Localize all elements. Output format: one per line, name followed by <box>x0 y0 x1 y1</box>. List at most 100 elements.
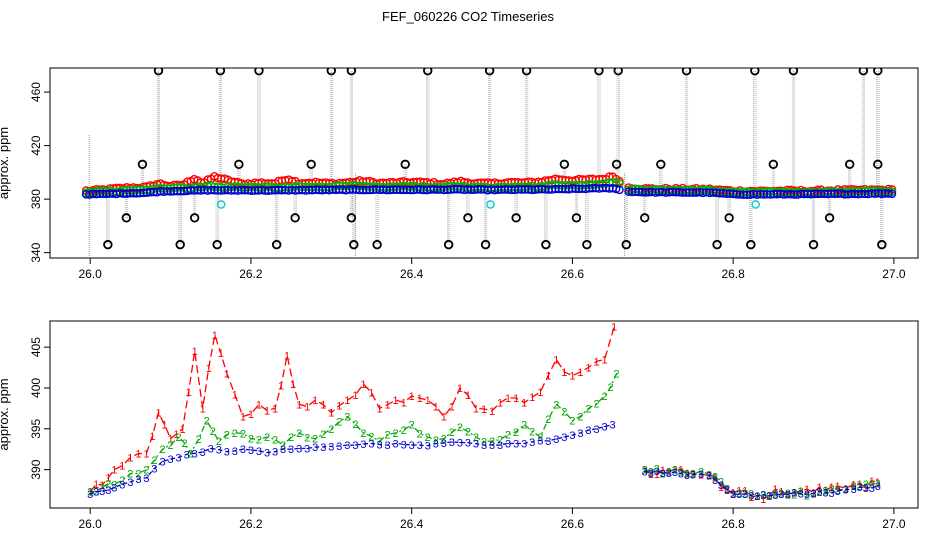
series-1-marker: 1 <box>706 470 712 482</box>
series-2-marker: 2 <box>433 435 439 447</box>
series-1-marker: 1 <box>344 395 350 407</box>
range-marker <box>121 213 132 223</box>
series-3-marker: 3 <box>105 485 111 497</box>
series-3-marker: 3 <box>585 425 591 437</box>
series-1-marker: 1 <box>127 452 133 464</box>
series-3-marker: 3 <box>497 440 503 452</box>
series-1-marker: 1 <box>174 429 180 441</box>
series-3-marker: 3 <box>816 486 822 498</box>
series-2-marker: 2 <box>99 483 105 495</box>
series-1-marker: 1 <box>352 390 358 402</box>
series-2-marker: 2 <box>724 484 730 496</box>
series-3-marker: 3 <box>465 438 471 450</box>
series-2-marker: 2 <box>376 436 382 448</box>
series-1-marker: 1 <box>766 491 772 503</box>
series-2-marker: 2 <box>111 479 117 491</box>
series-1-marker: 1 <box>569 371 575 383</box>
series-1-marker: 1 <box>304 402 310 414</box>
series-3-marker: 3 <box>730 489 736 501</box>
range-marker <box>873 159 883 170</box>
series-1-marker: 1 <box>264 406 270 418</box>
series-2-marker: 2 <box>654 463 660 475</box>
series-3-marker: 3 <box>505 438 511 450</box>
series-1-marker: 1 <box>529 392 535 404</box>
series-1-marker: 1 <box>835 481 841 493</box>
series-1-marker: 1 <box>869 476 875 488</box>
x-tick-label: 26.0 <box>79 267 103 281</box>
series-2-marker: 2 <box>614 368 620 380</box>
series-3-marker: 3 <box>457 437 463 449</box>
series-3-marker: 3 <box>593 424 599 436</box>
range-marker <box>571 213 582 223</box>
series-3-marker: 3 <box>857 482 863 494</box>
range-marker <box>306 159 316 170</box>
series-3-marker: 3 <box>529 437 535 449</box>
series-1-marker: 1 <box>465 390 471 402</box>
series-3-line <box>89 424 613 495</box>
series-1-marker: 1 <box>376 403 382 415</box>
series-2-marker: 2 <box>497 435 503 447</box>
series-1-marker: 1 <box>320 400 326 412</box>
bottom-panel-frame <box>49 320 919 509</box>
x-tick-label: 26.2 <box>239 267 263 281</box>
series-3-marker: 3 <box>736 489 742 501</box>
series-1-marker: 1 <box>218 348 224 360</box>
series-1-marker: 1 <box>200 403 206 415</box>
series-3-marker: 3 <box>804 489 810 501</box>
series-2-marker: 2 <box>272 434 278 446</box>
series-2-marker: 2 <box>785 488 791 500</box>
series-1-marker: 1 <box>666 466 672 478</box>
series-1-marker: 1 <box>212 330 218 342</box>
series-3-marker: 3 <box>320 442 326 454</box>
series-3-marker: 3 <box>151 463 157 475</box>
series-2-marker: 2 <box>93 486 99 498</box>
range-marker <box>582 239 592 250</box>
series-1-marker: 1 <box>368 388 374 400</box>
series-2-marker: 2 <box>288 432 294 444</box>
series-2-marker: 2 <box>401 425 407 437</box>
series-3-marker: 3 <box>288 444 294 456</box>
series-1-marker: 1 <box>505 393 511 405</box>
series-3-marker: 3 <box>296 443 302 455</box>
range-marker <box>750 68 760 76</box>
series-3-marker: 3 <box>843 485 849 497</box>
series-3-marker: 3 <box>216 445 222 457</box>
series-1-marker: 1 <box>328 407 334 419</box>
series-1-marker: 1 <box>593 356 599 368</box>
series-2-marker: 2 <box>698 466 704 478</box>
series-3-marker: 3 <box>823 488 829 500</box>
series-2-marker: 2 <box>481 437 487 449</box>
series-3-point <box>884 189 893 198</box>
series-3-marker: 3 <box>360 439 366 451</box>
series-3-line <box>644 470 878 497</box>
range-marker <box>808 239 819 250</box>
series-1-line <box>644 468 878 500</box>
series-2-marker: 2 <box>360 428 366 440</box>
series-3-marker: 3 <box>376 439 382 451</box>
series-3-marker: 3 <box>778 489 784 501</box>
series-3-marker: 3 <box>754 491 760 503</box>
series-3-marker: 3 <box>264 448 270 460</box>
y-tick-label: 380 <box>29 189 43 209</box>
series-1-marker: 1 <box>736 486 742 498</box>
series-1-line <box>89 326 615 493</box>
range-marker <box>443 239 454 250</box>
series-2-marker: 2 <box>425 432 431 444</box>
series-1-marker: 1 <box>167 434 173 446</box>
series-2-marker: 2 <box>204 416 210 428</box>
series-2-marker: 2 <box>473 432 479 444</box>
y-axis-label: approx. ppm <box>0 127 11 199</box>
series-3-marker: 3 <box>742 489 748 501</box>
series-2-marker: 2 <box>457 422 463 434</box>
x-tick-label: 27.0 <box>882 517 906 531</box>
series-3-marker: 3 <box>791 488 797 500</box>
series-2-marker: 2 <box>188 448 194 460</box>
series-2-marker: 2 <box>608 382 614 394</box>
range-marker <box>613 68 623 76</box>
x-tick-label: 26.8 <box>721 517 745 531</box>
series-1-marker: 1 <box>851 479 857 491</box>
series-2-marker: 2 <box>537 432 543 444</box>
range-marker <box>290 213 300 223</box>
series-1-marker: 1 <box>660 465 666 477</box>
series-3-marker: 3 <box>851 484 857 496</box>
